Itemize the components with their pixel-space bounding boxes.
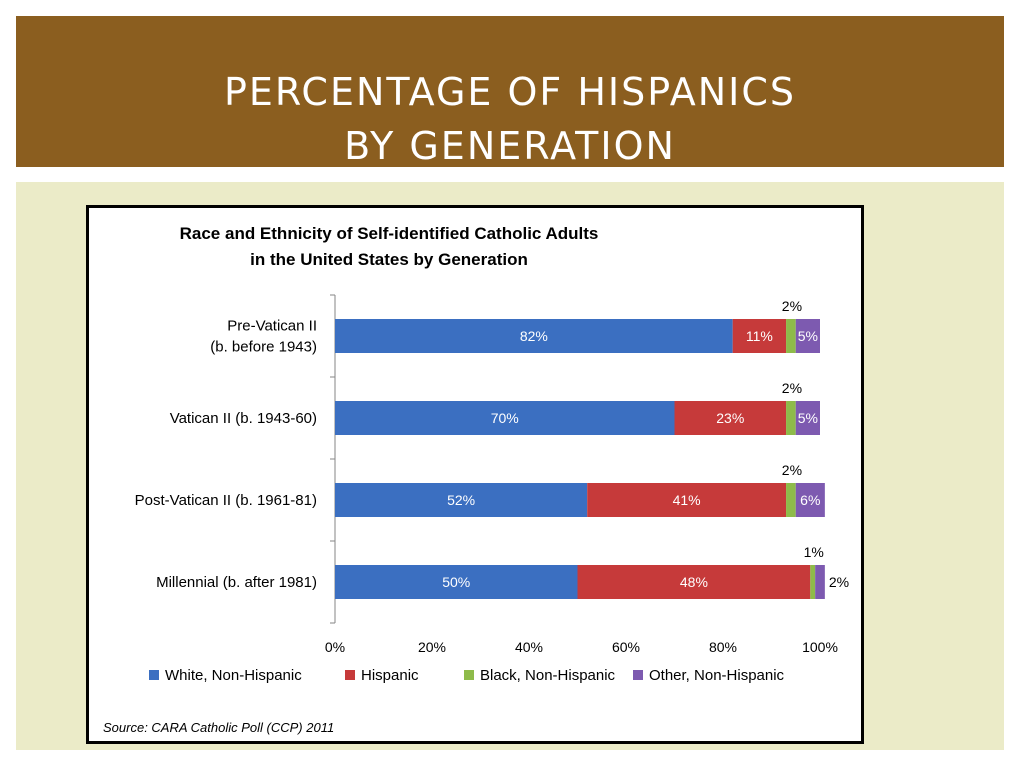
data-label: 1%: [804, 544, 824, 560]
x-tick-label: 0%: [325, 639, 345, 655]
slide-title-line-2: BY GENERATION: [344, 124, 676, 168]
data-label: 48%: [680, 574, 708, 590]
data-label: 23%: [716, 410, 744, 426]
data-label: 6%: [800, 492, 820, 508]
bar-segment: [786, 319, 796, 353]
category-label: Millennial (b. after 1981): [156, 574, 317, 591]
bar-segment: [732, 319, 787, 353]
source-note: Source: CARA Catholic Poll (CCP) 2011: [103, 720, 334, 735]
bar-segment: [335, 401, 675, 435]
bar-segment: [795, 483, 825, 517]
x-tick-label: 20%: [418, 639, 446, 655]
category-label: (b. before 1943): [210, 339, 317, 356]
chart-title-line-1: Race and Ethnicity of Self-identified Ca…: [180, 224, 599, 243]
data-label: 52%: [447, 492, 475, 508]
legend-swatch: [464, 670, 474, 680]
data-label: 70%: [491, 410, 519, 426]
bar-segment: [815, 565, 825, 599]
legend-label: Black, Non-Hispanic: [480, 667, 616, 684]
title-band: PERCENTAGE OF HISPANICS BY GENERATION: [16, 16, 1004, 168]
data-label: 2%: [829, 574, 849, 590]
bar-segment: [795, 401, 820, 435]
data-label: 2%: [782, 380, 802, 396]
legend-swatch: [345, 670, 355, 680]
data-label: 2%: [782, 298, 802, 314]
category-label: Post-Vatican II (b. 1961-81): [135, 492, 317, 509]
bar-segment: [335, 483, 588, 517]
legend-label: Other, Non-Hispanic: [649, 667, 785, 684]
data-label: 41%: [673, 492, 701, 508]
data-label: 5%: [798, 328, 818, 344]
x-tick-label: 60%: [612, 639, 640, 655]
category-label: Pre-Vatican II: [227, 318, 317, 335]
slide-title-line-1: PERCENTAGE OF HISPANICS: [223, 70, 797, 114]
legend-label: Hispanic: [361, 667, 419, 684]
data-label: 11%: [746, 328, 773, 344]
x-tick-label: 80%: [709, 639, 737, 655]
bar-segment: [335, 565, 578, 599]
data-label: 82%: [520, 328, 548, 344]
stacked-bar-chart: Race and Ethnicity of Self-identified Ca…: [103, 224, 849, 735]
bar-segment: [577, 565, 811, 599]
bar-segment: [674, 401, 787, 435]
x-tick-label: 40%: [515, 639, 543, 655]
legend-swatch: [149, 670, 159, 680]
bar-segment: [810, 565, 816, 599]
legend-label: White, Non-Hispanic: [165, 667, 302, 684]
bar-segment: [335, 319, 733, 353]
bar-segment: [587, 483, 787, 517]
x-tick-label: 100%: [802, 639, 838, 655]
bar-segment: [786, 483, 796, 517]
bar-segment: [786, 401, 796, 435]
data-label: 2%: [782, 462, 802, 478]
chart-frame: [86, 205, 864, 744]
chart-title-line-2: in the United States by Generation: [250, 250, 528, 269]
legend-swatch: [633, 670, 643, 680]
data-label: 50%: [442, 574, 470, 590]
bar-segment: [795, 319, 820, 353]
category-label: Vatican II (b. 1943-60): [170, 410, 317, 427]
data-label: 5%: [798, 410, 818, 426]
